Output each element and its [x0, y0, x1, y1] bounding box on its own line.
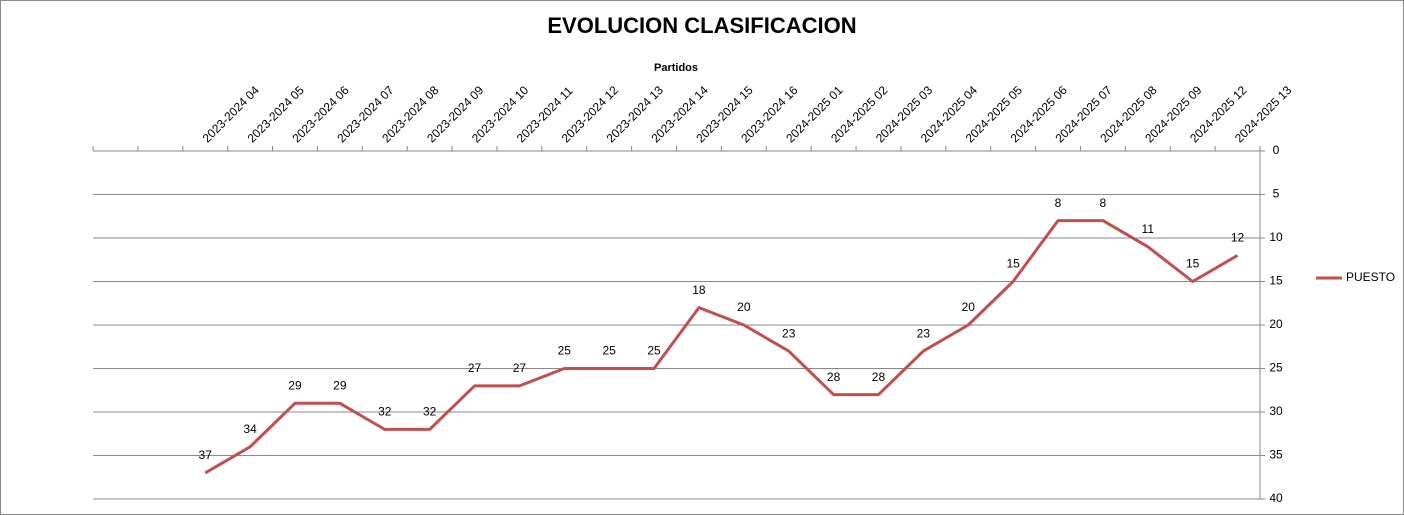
- data-label: 28: [827, 370, 841, 384]
- data-label: 32: [423, 405, 437, 419]
- y-tick-label: 20: [1269, 317, 1283, 331]
- data-label: 25: [602, 344, 616, 358]
- data-label: 15: [1186, 257, 1200, 271]
- x-axis-title: Partidos: [654, 62, 698, 74]
- data-label: 27: [513, 361, 527, 375]
- data-label: 12: [1231, 231, 1245, 245]
- data-label: 15: [1006, 257, 1020, 271]
- data-label: 23: [917, 326, 931, 340]
- data-label: 32: [378, 405, 392, 419]
- data-label: 29: [333, 378, 347, 392]
- y-tick-label: 5: [1273, 187, 1280, 201]
- data-label: 25: [558, 344, 572, 358]
- y-tick-label: 25: [1269, 361, 1283, 375]
- legend-label: PUESTO: [1346, 270, 1395, 284]
- data-label: 18: [692, 283, 706, 297]
- y-tick-label: 15: [1269, 274, 1283, 288]
- data-label: 25: [647, 344, 661, 358]
- y-tick-label: 0: [1273, 143, 1280, 157]
- data-label: 34: [243, 422, 257, 436]
- data-label: 37: [199, 448, 213, 462]
- data-label: 27: [468, 361, 482, 375]
- chart-title: EVOLUCION CLASIFICACION: [547, 13, 856, 38]
- y-tick-label: 35: [1269, 448, 1283, 462]
- series-line: [204, 219, 1239, 475]
- data-label: 8: [1055, 196, 1062, 210]
- y-tick-label: 10: [1269, 230, 1283, 244]
- data-label: 20: [962, 300, 976, 314]
- data-label: 23: [782, 326, 796, 340]
- data-label: 20: [737, 300, 751, 314]
- y-tick-label: 30: [1269, 404, 1283, 418]
- y-tick-label: 40: [1269, 491, 1283, 505]
- data-label: 11: [1142, 222, 1155, 236]
- data-label: 8: [1100, 196, 1107, 210]
- data-label: 29: [288, 378, 302, 392]
- data-label: 28: [872, 370, 886, 384]
